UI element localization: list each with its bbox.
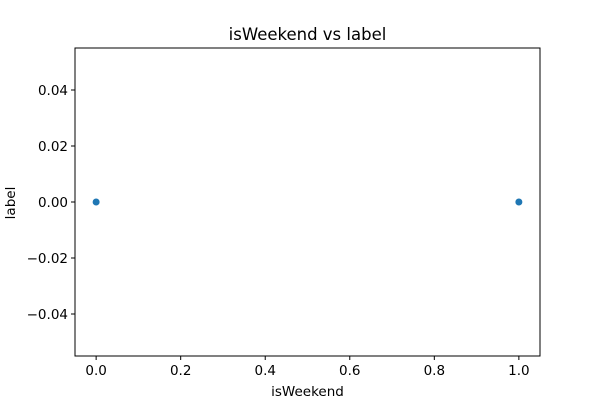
chart-title: isWeekend vs label xyxy=(229,25,387,44)
scatter-point xyxy=(92,198,100,206)
plot-area xyxy=(74,47,541,357)
y-tick-label: 0.04 xyxy=(38,83,68,99)
y-axis-label: label xyxy=(3,187,19,220)
axes-frame xyxy=(74,47,541,357)
data-points xyxy=(92,198,523,206)
x-tick-label: 0.4 xyxy=(254,363,275,379)
y-tick-label: 0.00 xyxy=(38,195,68,211)
y-axis: −0.04 −0.02 0.00 0.02 0.04 xyxy=(27,83,75,323)
y-tick-label: −0.02 xyxy=(27,251,68,267)
x-tick-label: 0.8 xyxy=(424,363,445,379)
scatter-point xyxy=(515,198,523,206)
y-tick-label: −0.04 xyxy=(27,307,68,323)
x-tick-label: 0.0 xyxy=(85,363,106,379)
x-axis-label: isWeekend xyxy=(271,384,344,400)
x-tick-label: 0.6 xyxy=(339,363,360,379)
y-tick-label: 0.02 xyxy=(38,139,68,155)
x-axis: 0.0 0.2 0.4 0.6 0.8 1.0 xyxy=(85,356,530,379)
x-tick-label: 0.2 xyxy=(170,363,191,379)
x-tick-label: 1.0 xyxy=(508,363,529,379)
